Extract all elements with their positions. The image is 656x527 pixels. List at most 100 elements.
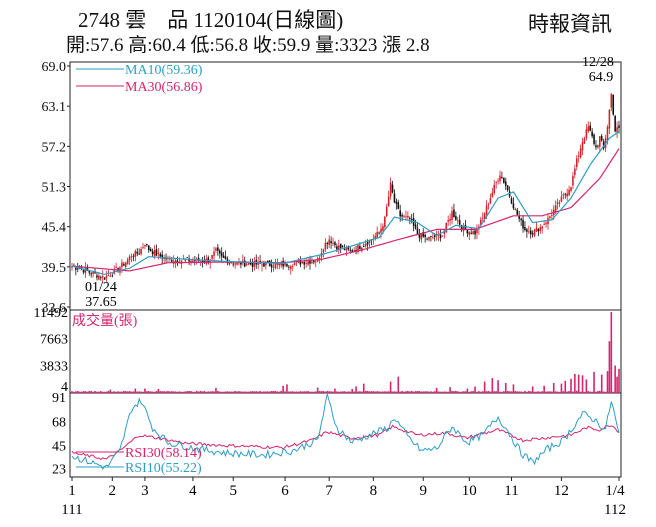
candle-body bbox=[253, 261, 256, 268]
candle-body bbox=[587, 126, 590, 132]
candle-body bbox=[554, 205, 557, 212]
volume-bar bbox=[153, 391, 156, 393]
candle-body bbox=[543, 224, 545, 226]
volume-title: 成交量(張) bbox=[72, 312, 138, 329]
candle-body bbox=[591, 131, 593, 137]
candle-body bbox=[263, 262, 265, 267]
chart-title: 2748 雲 品 1120104(日線圖) bbox=[78, 8, 344, 32]
volume-bar bbox=[568, 391, 570, 393]
candle-body bbox=[232, 263, 235, 265]
candle-body bbox=[364, 244, 367, 247]
candle-body bbox=[520, 218, 522, 221]
candle-body bbox=[303, 262, 306, 265]
candle-body bbox=[84, 268, 87, 273]
volume-bar bbox=[75, 391, 77, 393]
candle-body bbox=[159, 254, 162, 257]
candle-body bbox=[526, 229, 528, 232]
x-tick-label: 1/4 bbox=[605, 483, 625, 499]
candle-body bbox=[456, 220, 459, 222]
rsi30-legend-label: RSI30(58.14) bbox=[125, 446, 202, 461]
candle-body bbox=[71, 266, 73, 268]
price-tick-label: 39.5 bbox=[42, 261, 67, 276]
candle-body bbox=[514, 208, 517, 210]
candle-body bbox=[336, 246, 338, 250]
volume-bar bbox=[215, 387, 217, 393]
volume-bar bbox=[188, 390, 190, 393]
candle-body bbox=[426, 238, 428, 240]
candle-body bbox=[207, 257, 210, 263]
volume-bar bbox=[167, 390, 169, 393]
candle-body bbox=[407, 215, 409, 218]
volume-bar bbox=[520, 391, 522, 393]
candle-body bbox=[337, 245, 340, 250]
volume-bar bbox=[347, 391, 350, 393]
volume-bar bbox=[483, 381, 486, 393]
candle-body bbox=[614, 116, 616, 132]
candle-body bbox=[579, 148, 582, 158]
volume-bar bbox=[612, 391, 615, 393]
volume-bar bbox=[389, 381, 392, 393]
volume-bar bbox=[86, 391, 89, 393]
volume-bar bbox=[545, 391, 547, 393]
volume-bar bbox=[240, 391, 242, 393]
volume-bar bbox=[149, 391, 152, 393]
candle-body bbox=[147, 245, 150, 251]
candle-body bbox=[581, 141, 584, 151]
volume-bar bbox=[124, 391, 127, 393]
volume-bar bbox=[76, 391, 79, 393]
rsi10-line bbox=[71, 393, 620, 470]
candle-body bbox=[539, 227, 542, 231]
volume-bar bbox=[339, 391, 342, 393]
candle-body bbox=[151, 251, 154, 255]
candle-body bbox=[595, 145, 597, 148]
volume-bar bbox=[374, 391, 377, 393]
volume-bar bbox=[410, 390, 413, 393]
volume-bar bbox=[432, 391, 434, 393]
volume-bar bbox=[142, 391, 144, 393]
candle-body bbox=[414, 224, 417, 229]
volume-bar bbox=[286, 384, 288, 393]
volume-bar bbox=[385, 391, 388, 393]
volume-bar bbox=[370, 391, 373, 393]
candle-body bbox=[75, 267, 77, 270]
volume-bar bbox=[466, 388, 469, 393]
volume-bar bbox=[138, 391, 140, 393]
volume-bar bbox=[172, 391, 175, 393]
volume-bar bbox=[357, 391, 359, 393]
candle-body bbox=[422, 232, 425, 237]
volume-bar bbox=[408, 391, 411, 393]
low-value-label: 37.65 bbox=[85, 295, 117, 310]
candle-body bbox=[593, 134, 595, 144]
candle-body bbox=[284, 262, 286, 266]
candle-body bbox=[345, 247, 348, 251]
candle-body bbox=[111, 275, 114, 277]
x-tick-label: 5 bbox=[229, 483, 237, 499]
candle-body bbox=[357, 245, 359, 252]
candle-body bbox=[487, 204, 490, 206]
volume-bar bbox=[263, 391, 265, 393]
candle-body bbox=[384, 216, 386, 228]
volume-bar bbox=[313, 391, 315, 393]
candle-body bbox=[322, 249, 325, 253]
volume-bar bbox=[220, 391, 223, 393]
candle-body bbox=[288, 266, 290, 268]
volume-bar bbox=[478, 391, 480, 393]
volume-bar bbox=[96, 391, 98, 393]
volume-bar bbox=[84, 391, 87, 393]
candle-body bbox=[410, 218, 413, 220]
volume-bar bbox=[73, 391, 75, 393]
volume-bar bbox=[499, 391, 501, 393]
volume-bar bbox=[311, 391, 313, 393]
volume-bar bbox=[255, 391, 258, 393]
candle-body bbox=[249, 262, 252, 265]
candle-body bbox=[347, 246, 350, 250]
volume-bar bbox=[113, 391, 116, 393]
volume-bar bbox=[422, 391, 425, 393]
volume-bar bbox=[101, 391, 104, 393]
volume-bar bbox=[608, 341, 611, 393]
ma10-line bbox=[71, 131, 620, 275]
candle-body bbox=[562, 194, 565, 196]
volume-bar bbox=[236, 391, 238, 393]
volume-bar bbox=[182, 391, 185, 393]
volume-bar bbox=[88, 390, 91, 393]
